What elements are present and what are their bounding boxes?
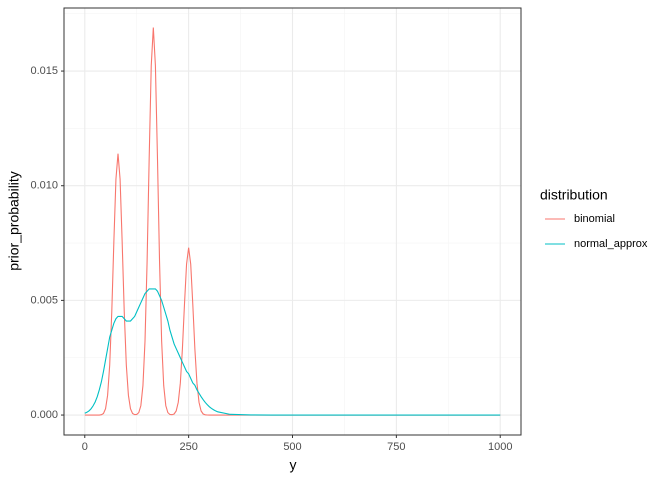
x-tick-label: 0	[82, 441, 88, 453]
x-tick-label: 500	[283, 441, 301, 453]
y-tick-label: 0.015	[30, 65, 58, 77]
legend: binomial normal_approx	[545, 213, 648, 250]
series-line	[84, 27, 501, 416]
plot-lines	[84, 27, 501, 416]
x-axis-title: y	[290, 457, 297, 473]
y-tick-label: 0.010	[30, 180, 58, 192]
x-tick-label: 1000	[488, 441, 512, 453]
series-line	[84, 288, 501, 416]
x-tick-label: 250	[179, 441, 197, 453]
legend-label: binomial	[574, 213, 615, 225]
legend-label: normal_approx	[574, 238, 648, 250]
x-tick-label: 750	[387, 441, 405, 453]
legend-title: distribution	[540, 187, 608, 203]
y-tick-label: 0.000	[30, 409, 58, 421]
y-tick-label: 0.005	[30, 294, 58, 306]
y-axis-title: prior_probability	[6, 171, 22, 271]
